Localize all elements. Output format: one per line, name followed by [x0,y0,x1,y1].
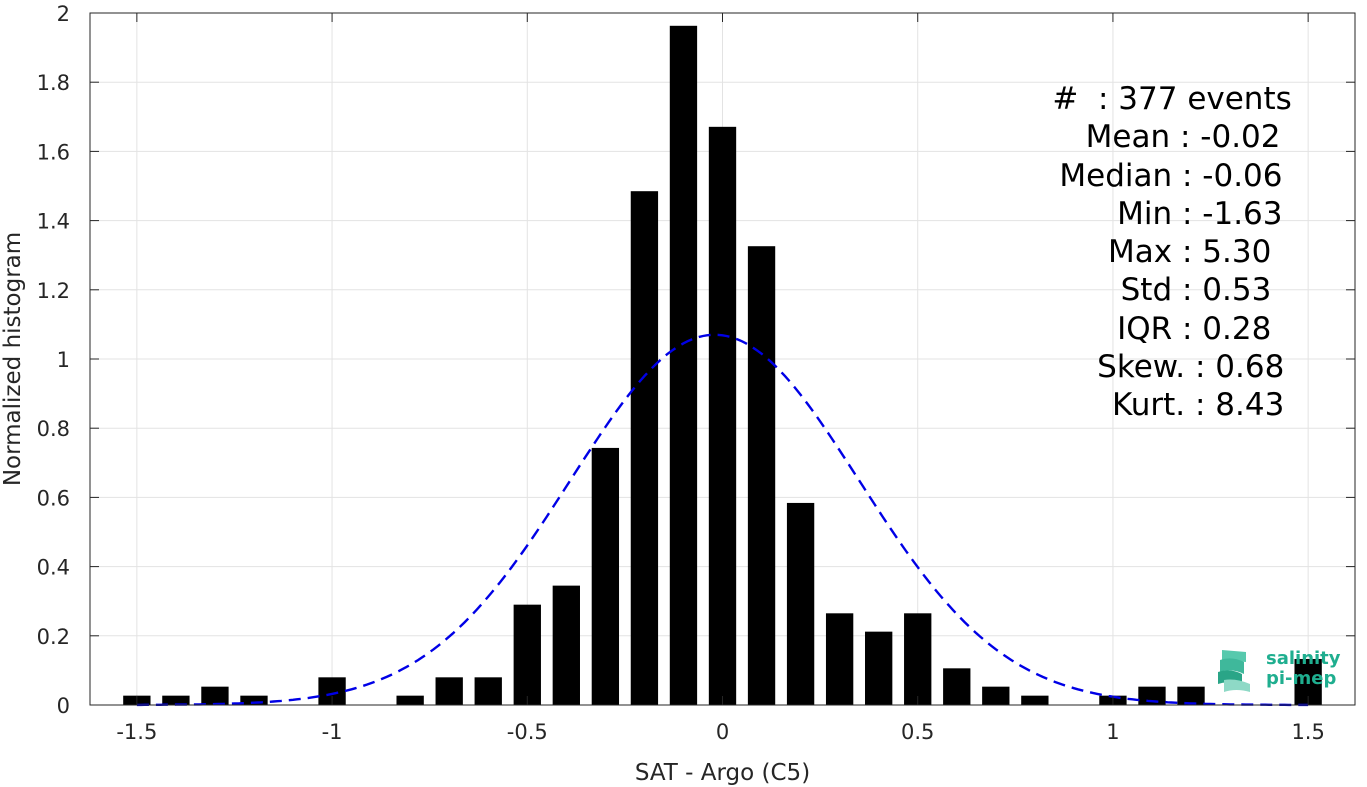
x-tick-labels: -1.5 -1 -0.5 0 0.5 1 1.5 [116,720,1324,744]
y-tick-label: 1.2 [37,279,70,303]
y-tick-label: 2 [57,2,70,26]
histogram-bar [747,246,776,706]
stat-value: : 0.68 [1195,349,1285,386]
histogram-bar [435,677,463,705]
x-tick-label: 0 [716,720,729,744]
stat-label: Min [1117,195,1182,232]
stat-label: # [1052,81,1098,117]
x-tick-label: -0.5 [507,720,548,744]
histogram-bar [1177,686,1205,705]
stat-row: Skew. : 0.68 [960,348,1284,386]
histogram-bar [943,668,971,705]
histogram-bar [396,695,424,705]
histogram-bar [825,613,854,705]
histogram-bar [240,695,268,705]
stat-label: Median [1059,157,1182,194]
axis-ticks [90,12,1355,706]
y-tick-label: 0.8 [37,417,70,441]
stat-label: Std [1120,272,1182,309]
y-tick-label: 1.4 [37,210,70,234]
stat-row: Min : -1.63 [960,195,1283,233]
stat-value: : 0.28 [1182,310,1272,347]
histogram-bar [630,191,659,705]
y-tick-label: 0.4 [37,556,70,580]
stat-value: : 5.30 [1182,234,1272,271]
y-axis-label: Normalized histogram [0,232,26,486]
stat-row: Std : 0.53 [960,271,1280,309]
histogram-bar [708,126,737,706]
histogram-bar [201,686,229,705]
histogram-bar [904,613,932,705]
histogram-bar [865,631,893,705]
statistics-panel: # : 377 events Mean : -0.02 Median : -0.06… [960,80,1291,425]
histogram-bar [513,604,541,705]
y-tick-label: 1 [57,348,70,372]
histogram-bar [669,25,698,705]
histogram-bar [552,585,580,705]
histogram-bar [786,502,815,705]
logo-text-salinity: salinity [1266,648,1341,669]
stat-label: Mean [1085,119,1180,156]
stat-value: : -1.63 [1182,195,1283,232]
x-tick-label: -1 [322,720,343,744]
y-tick-label: 0 [57,694,70,718]
stat-row: Kurt. : 8.43 [960,386,1284,424]
stat-row: Mean : -0.02 [960,118,1281,156]
histogram-bar [591,447,620,705]
y-tick-label: 1.8 [37,71,70,95]
stat-value: : 0.53 [1182,272,1272,309]
y-tick-label: 0.2 [37,625,70,649]
histogram-bar [474,677,502,705]
logo-icon [1218,650,1250,692]
histogram-bar [1021,695,1049,705]
x-tick-label: -1.5 [116,720,157,744]
histogram-bar [162,695,190,705]
logo-text-pimep: pi-mep [1266,668,1337,689]
stat-label: Max [1108,234,1182,271]
stat-row: Max : 5.30 [960,233,1280,271]
stat-label: Kurt. [1111,387,1195,424]
stat-value: : 377 events [1098,81,1292,117]
stat-value: : 8.43 [1195,387,1285,424]
x-tick-label: 1 [1106,720,1119,744]
stat-value: : -0.06 [1182,157,1283,194]
stat-row: IQR : 0.28 [960,310,1280,348]
histogram-bar [1138,686,1166,705]
salinity-pimep-logo: salinity pi-mep [1216,646,1346,694]
stat-label: IQR [1117,310,1182,347]
y-tick-label: 0.6 [37,486,70,510]
x-axis-label: SAT - Argo (C5) [635,760,810,786]
histogram-bar [982,686,1010,705]
y-tick-label: 1.6 [37,140,70,164]
stat-label: Skew. [1097,349,1195,386]
x-tick-label: 0.5 [901,720,934,744]
histogram-bars [123,25,1322,706]
stat-row: Median : -0.06 [960,157,1283,195]
y-tick-labels: 0 0.2 0.4 0.6 0.8 1 1.2 1.4 1.6 1.8 2 [37,2,70,718]
stat-value: : -0.02 [1180,119,1281,156]
stat-row: # : 377 events [960,80,1291,118]
x-tick-label: 1.5 [1291,720,1324,744]
